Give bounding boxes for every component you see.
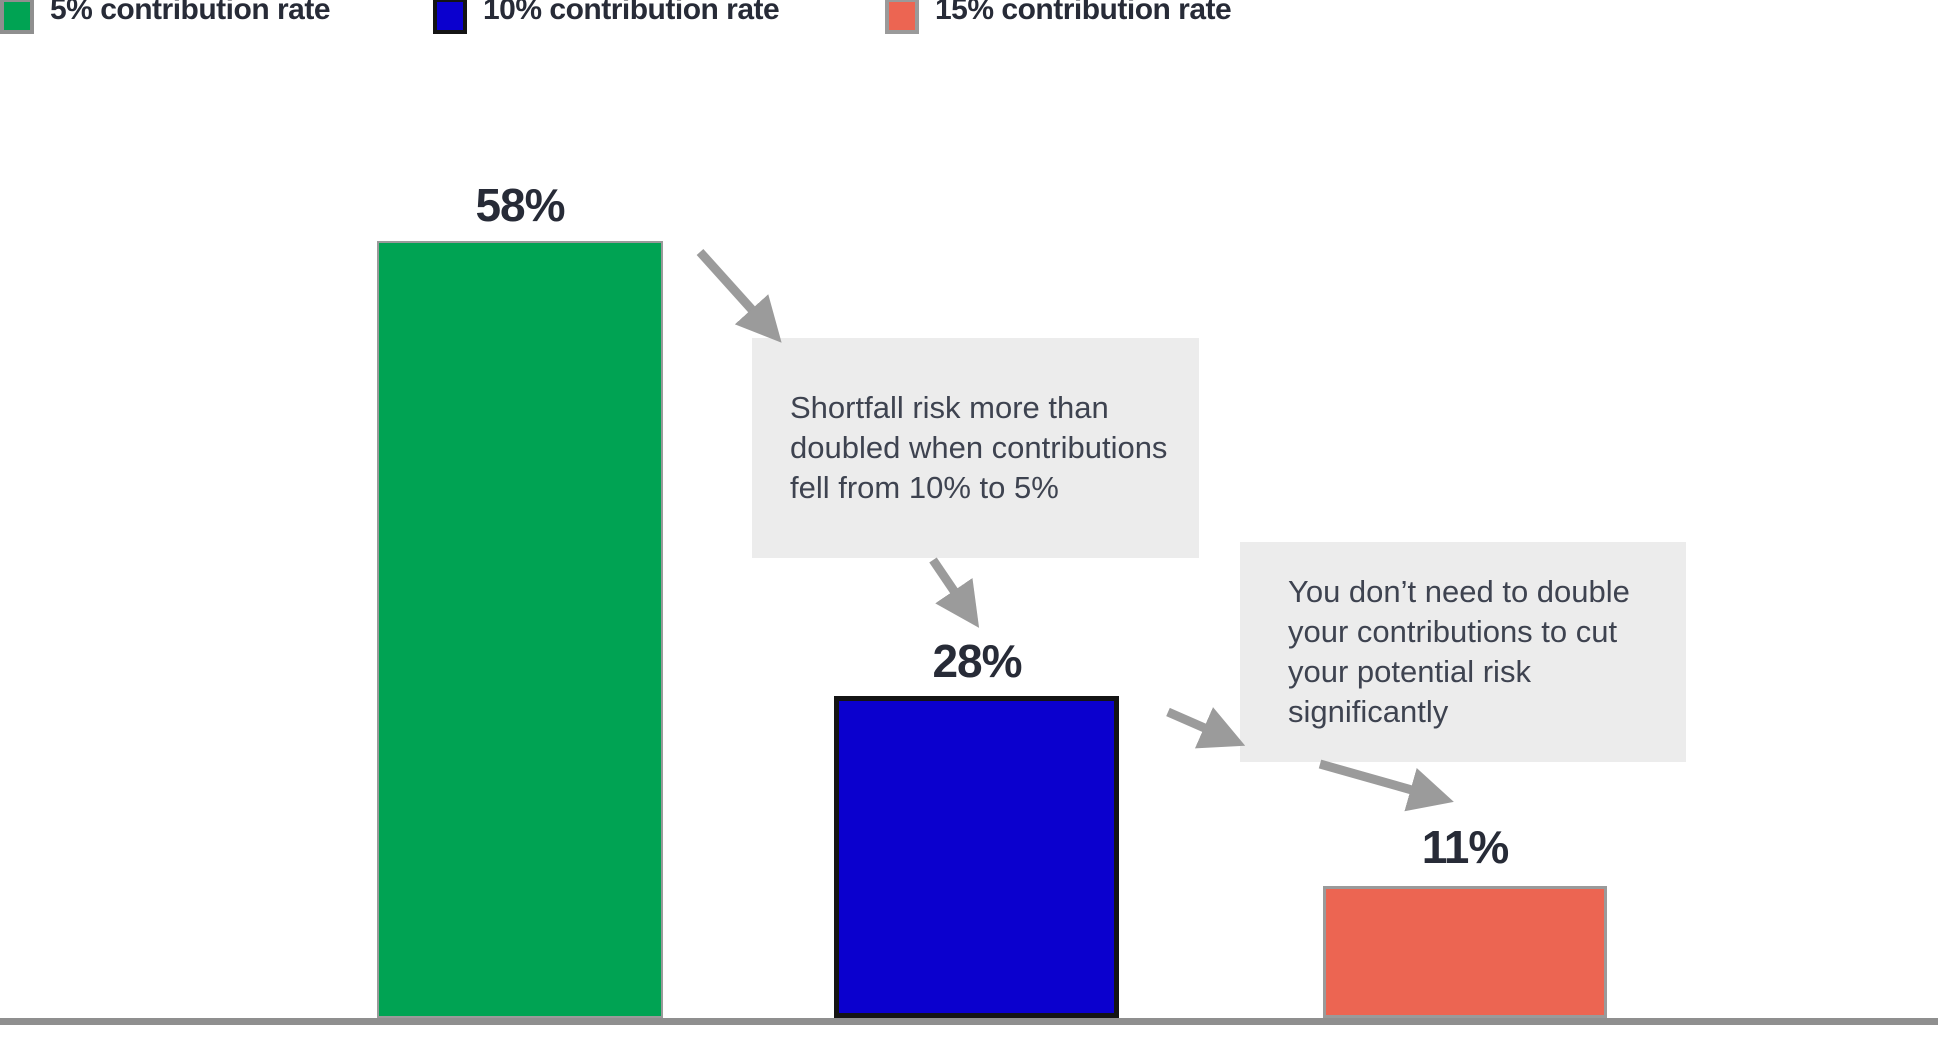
legend-label-5pct: 5% contribution rate	[50, 0, 331, 26]
legend-item-15pct: 15% contribution rate	[885, 0, 1232, 34]
bar-value-label-5pct: 58%	[475, 179, 565, 231]
callout-no-double-needed: You don’t need to double your contributi…	[1240, 542, 1686, 762]
arrow-greenbar-to-callout1	[696, 248, 782, 343]
bar-10pct-contribution	[834, 696, 1119, 1018]
legend-item-5pct: 5% contribution rate	[0, 0, 331, 34]
legend-swatch-blue	[433, 0, 467, 34]
arrow-bluebar-to-callout2	[1166, 707, 1246, 749]
legend-label-10pct: 10% contribution rate	[483, 0, 780, 26]
arrow-callout2-to-redbar	[1318, 759, 1454, 812]
bar-15pct-contribution	[1323, 886, 1607, 1018]
callout-shortfall-doubled-text: Shortfall risk more than doubled when co…	[790, 390, 1168, 505]
bar-5pct-contribution	[377, 241, 663, 1018]
legend-label-15pct: 15% contribution rate	[935, 0, 1232, 26]
bar-value-label-10pct: 28%	[932, 635, 1022, 687]
callout-no-double-needed-text: You don’t need to double your contributi…	[1288, 574, 1630, 729]
arrow-callout1-to-bluebar	[929, 557, 980, 628]
bar-value-label-15pct: 11%	[1421, 821, 1510, 873]
callout-shortfall-doubled: Shortfall risk more than doubled when co…	[752, 338, 1199, 558]
legend-item-10pct: 10% contribution rate	[433, 0, 780, 34]
legend-swatch-green	[0, 0, 34, 34]
x-axis-baseline	[0, 1018, 1938, 1025]
legend-swatch-red	[885, 0, 919, 34]
